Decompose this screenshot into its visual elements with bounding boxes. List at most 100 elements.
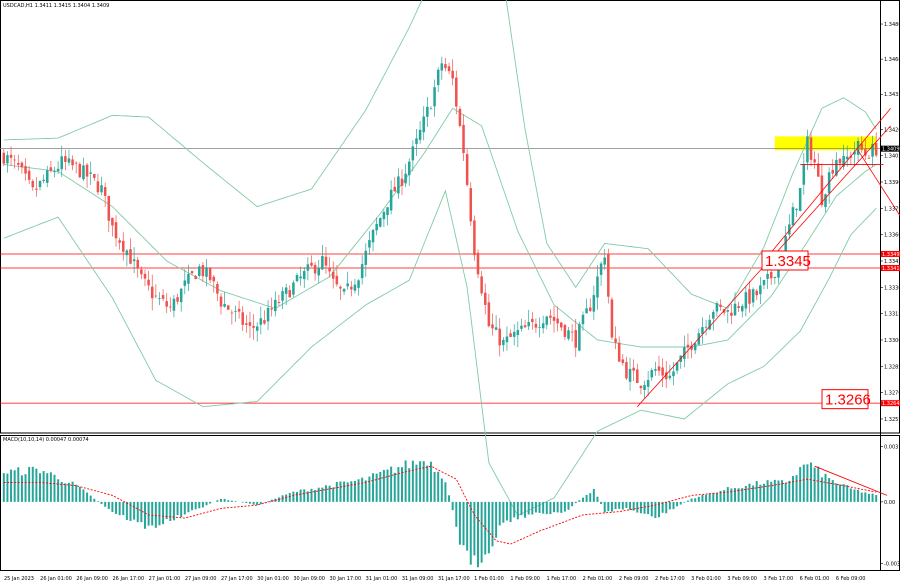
candle-body — [154, 295, 158, 297]
candle-body — [744, 292, 748, 309]
candle-body — [813, 159, 816, 163]
candle-body — [165, 301, 168, 307]
macd-tick-label: -0.00312 — [884, 562, 900, 568]
candle-body — [96, 181, 100, 193]
candle-body — [494, 327, 498, 330]
candle-body — [42, 179, 45, 181]
candle-body — [704, 326, 708, 328]
candle-body — [208, 267, 212, 281]
candle-body — [473, 220, 476, 256]
candle-body — [773, 276, 777, 278]
time-tick-label: 25 Jan 2023 — [4, 576, 34, 582]
candle-body — [375, 224, 378, 231]
candle-body — [324, 256, 328, 266]
candle-body — [628, 368, 632, 382]
candle-body — [559, 322, 563, 328]
candle-body — [860, 143, 863, 150]
candle-body — [523, 325, 527, 328]
candle-body — [9, 154, 13, 158]
candle-body — [719, 304, 722, 307]
time-tick-label: 2 Feb 01:00 — [583, 576, 613, 582]
candle-body — [802, 164, 806, 185]
candle-body — [516, 330, 520, 336]
level-tag — [881, 250, 900, 257]
candle-body — [100, 185, 103, 193]
candle-body — [795, 208, 798, 210]
candle-body — [661, 367, 664, 376]
candle-body — [766, 273, 769, 279]
candle-body — [158, 298, 161, 299]
candle-body — [85, 164, 89, 177]
candle-body — [125, 250, 129, 256]
candle-body — [248, 322, 252, 326]
candle-body — [715, 303, 719, 312]
candle-body — [263, 320, 266, 324]
candle-body — [451, 70, 454, 79]
candle-body — [187, 273, 190, 284]
candle-body — [6, 155, 9, 164]
candle-body — [78, 163, 82, 178]
time-tick-label: 3 Feb 09:00 — [727, 576, 757, 582]
candle-body — [636, 369, 639, 384]
candle-body — [502, 339, 505, 346]
price-tick-label: 1.3360 — [884, 233, 900, 239]
time-tick-label: 2 Feb 17:00 — [655, 576, 685, 582]
candle-body — [150, 286, 154, 299]
candle-body — [393, 186, 397, 192]
time-tick-label: 31 Jan 01:00 — [366, 576, 398, 582]
candle-body — [140, 269, 143, 275]
candle-body — [541, 323, 545, 329]
candle-body — [531, 318, 534, 323]
candle-body — [118, 240, 121, 243]
candle-body — [212, 276, 216, 282]
main-title: USDCAD,H1 1.3411 1.3415 1.3404 1.3409 — [3, 3, 109, 9]
candle-body — [17, 163, 20, 165]
candle-body — [27, 170, 31, 180]
candle-body — [842, 155, 845, 167]
candle-body — [103, 187, 107, 196]
candle-body — [259, 318, 263, 325]
price-tick-label: 1.3460 — [884, 57, 900, 63]
candle-body — [603, 257, 606, 265]
candle-body — [183, 280, 187, 286]
candle-body — [147, 279, 150, 286]
candle-body — [643, 385, 646, 391]
macd-signal-line — [3, 465, 877, 545]
candle-body — [219, 296, 223, 307]
resistance-highlight-zone — [774, 136, 877, 151]
candle-body — [317, 267, 321, 276]
candle-body — [625, 362, 628, 379]
candle-body — [230, 312, 234, 314]
candle-body — [798, 188, 802, 211]
candle-body — [570, 331, 574, 333]
candle-body — [321, 256, 324, 270]
candle-body — [646, 379, 650, 387]
candle-body — [302, 271, 306, 280]
candle-body — [755, 290, 759, 296]
candle-body — [545, 316, 549, 325]
candle-body — [505, 336, 509, 343]
candle-body — [346, 283, 349, 287]
candle-body — [216, 283, 219, 294]
price-tick-label: 1.3435 — [884, 92, 900, 98]
yellow-zone — [774, 136, 877, 151]
candle-body — [176, 297, 179, 302]
candle-body — [274, 299, 277, 312]
price-tick-label: 1.3405 — [884, 154, 900, 160]
candle-body — [2, 152, 6, 164]
time-tick-label: 30 Jan 01:00 — [257, 576, 289, 582]
candle-body — [509, 333, 512, 337]
candle-body — [129, 249, 132, 264]
candle-body — [791, 207, 795, 226]
candle-body — [730, 312, 733, 316]
candle-body — [617, 342, 621, 362]
candle-body — [737, 306, 740, 309]
candle-body — [389, 189, 393, 211]
price-tick-label: 1.3345 — [884, 259, 900, 265]
candle-body — [549, 315, 552, 318]
candle-body — [382, 211, 386, 220]
candle-body — [835, 159, 838, 176]
macd-tick-label: 0.00 — [884, 500, 895, 506]
candle-body — [480, 276, 483, 294]
